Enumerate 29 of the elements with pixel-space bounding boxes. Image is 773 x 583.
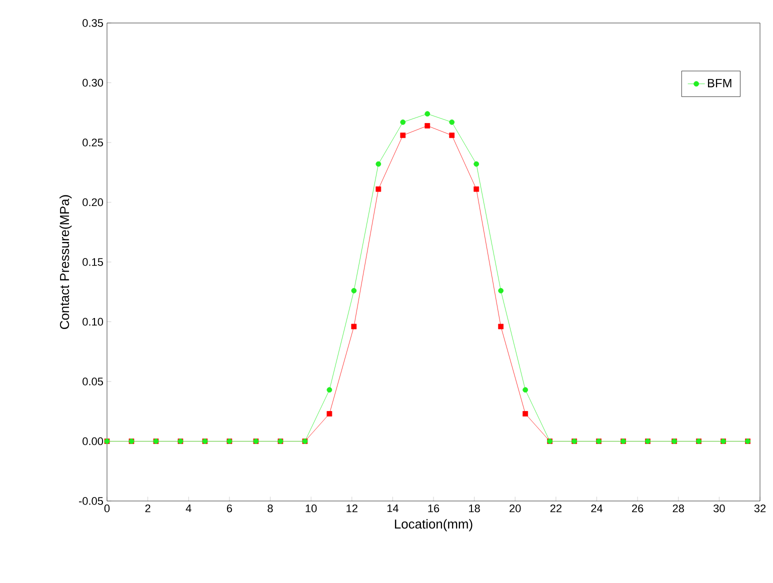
x-tick-label: 2 [145, 504, 150, 512]
y-axis-title: Contact Pressure(MPa) [60, 195, 72, 329]
y-tick-label: 0.35 [82, 19, 104, 27]
x-tick-label: 6 [226, 504, 232, 512]
x-tick-label: 4 [186, 504, 192, 512]
x-tick-label: 16 [428, 504, 440, 512]
x-tick-label: 28 [672, 504, 684, 512]
x-tick-label: 20 [510, 504, 521, 512]
legend-label: BFM [708, 78, 732, 88]
y-tick-label: 0.30 [82, 78, 104, 87]
x-tick-label: 8 [268, 504, 273, 512]
y-tick-label: 0.10 [82, 318, 104, 326]
y-tick-label: 0.05 [82, 378, 104, 386]
x-tick-label: 32 [754, 504, 766, 512]
y-tick-label: -0.05 [78, 497, 104, 505]
y-tick-label: 0.20 [82, 198, 104, 206]
x-tick-label: 12 [346, 504, 358, 512]
x-tick-label: 26 [632, 504, 644, 512]
y-tick-label: 0.00 [82, 437, 104, 446]
x-tick-label: 30 [714, 504, 725, 512]
x-tick-label: 0 [104, 504, 110, 512]
x-axis-title: Location(mm) [394, 519, 472, 532]
x-tick-label: 18 [469, 504, 480, 512]
x-tick-label: 10 [306, 504, 317, 512]
x-tick-label: 14 [387, 504, 398, 512]
x-tick-label: 22 [550, 504, 562, 512]
y-tick-label: 0.25 [82, 138, 104, 146]
y-tick-label: 0.15 [82, 258, 104, 266]
x-tick-label: 24 [591, 504, 603, 512]
